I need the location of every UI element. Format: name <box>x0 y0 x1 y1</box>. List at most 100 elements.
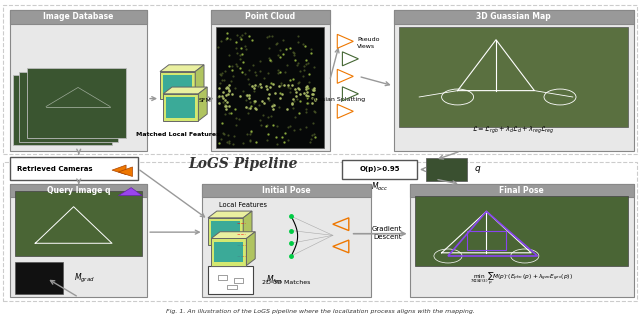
Point <box>220 69 230 74</box>
Point <box>244 138 255 143</box>
Bar <box>211 10 330 151</box>
Bar <box>218 275 227 280</box>
Point <box>224 64 234 69</box>
Point <box>272 142 282 147</box>
Point <box>287 106 298 111</box>
Point <box>301 106 312 111</box>
Point <box>292 61 303 66</box>
Point <box>220 98 230 103</box>
Text: $M_{grad}$: $M_{grad}$ <box>74 272 95 285</box>
Point <box>308 92 318 97</box>
Point <box>266 114 276 119</box>
Point <box>250 82 260 87</box>
Point <box>269 102 280 107</box>
Bar <box>15 262 63 294</box>
Point <box>263 114 273 119</box>
Point <box>227 92 237 97</box>
Text: 3D Guassian Map: 3D Guassian Map <box>476 12 551 21</box>
Point <box>259 75 269 80</box>
Point <box>245 105 255 110</box>
Point <box>308 88 319 93</box>
Point <box>246 129 256 134</box>
Point <box>221 106 231 111</box>
Point <box>301 86 311 91</box>
Text: Gradient: Gradient <box>372 226 403 232</box>
Point <box>243 105 253 110</box>
Point <box>221 37 232 42</box>
Point <box>221 36 232 41</box>
Point <box>221 99 232 104</box>
Point <box>238 59 248 64</box>
Bar <box>211 238 246 266</box>
Point <box>298 73 308 78</box>
Point <box>223 85 233 90</box>
Point <box>273 52 283 58</box>
Point <box>217 78 227 83</box>
Bar <box>415 196 628 266</box>
Point <box>267 103 277 108</box>
Bar <box>410 184 634 197</box>
Point <box>294 80 304 85</box>
Point <box>231 122 241 128</box>
Point <box>268 82 278 87</box>
Point <box>310 134 321 139</box>
Point <box>243 110 253 115</box>
Point <box>214 140 225 145</box>
Point <box>238 141 248 146</box>
Point <box>223 91 233 96</box>
Point <box>303 85 313 90</box>
Point <box>270 90 280 95</box>
Text: Final Pose: Final Pose <box>499 186 544 195</box>
Bar <box>208 266 253 294</box>
Point <box>230 62 241 67</box>
Point <box>257 98 268 103</box>
Point <box>291 114 301 120</box>
Text: Initial Pose: Initial Pose <box>262 186 310 195</box>
Point <box>308 87 318 93</box>
Point <box>243 94 253 99</box>
Point <box>265 58 275 63</box>
Point <box>223 87 234 93</box>
Point <box>272 123 282 128</box>
Point <box>307 86 317 92</box>
Point <box>301 93 311 98</box>
Point <box>249 100 259 106</box>
Point <box>225 141 235 146</box>
Point <box>289 51 300 56</box>
Point <box>244 138 255 143</box>
Point <box>267 33 277 38</box>
Point <box>268 101 278 107</box>
Point <box>216 136 226 142</box>
Point <box>266 80 276 86</box>
Point <box>248 84 258 89</box>
Point <box>299 64 309 69</box>
Point <box>308 86 319 91</box>
Point <box>262 83 272 88</box>
Point <box>254 102 264 107</box>
Point <box>248 63 259 68</box>
Point <box>244 131 255 136</box>
Point <box>221 92 231 97</box>
Point <box>299 90 309 95</box>
Point <box>283 124 293 129</box>
Point <box>280 131 290 136</box>
Point <box>255 69 266 74</box>
Point <box>249 86 259 91</box>
Point <box>214 100 224 105</box>
Point <box>243 77 253 82</box>
Point <box>261 83 271 88</box>
Bar <box>214 242 243 262</box>
Bar <box>27 68 126 138</box>
Point <box>288 49 298 54</box>
Point <box>256 122 266 127</box>
Point <box>241 92 252 97</box>
Point <box>228 74 238 79</box>
Point <box>250 70 260 75</box>
Point <box>266 59 276 64</box>
Point <box>285 90 295 95</box>
Point <box>298 67 308 72</box>
Point <box>300 43 310 48</box>
Point <box>228 141 238 146</box>
Point <box>278 37 289 42</box>
Bar <box>202 184 371 197</box>
